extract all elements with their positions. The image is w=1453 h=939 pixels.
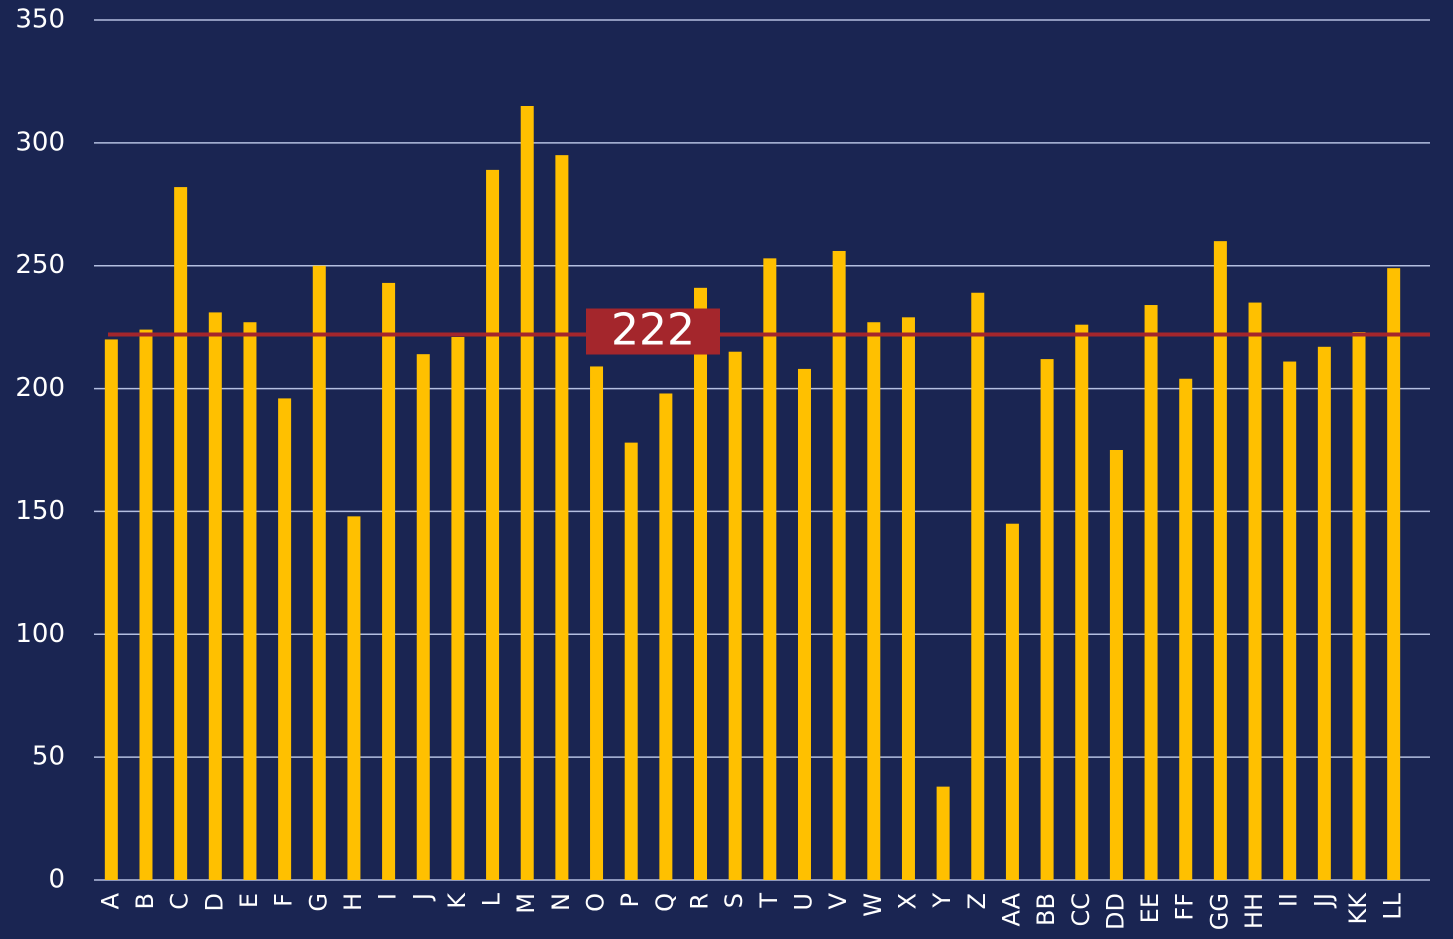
x-tick-label: A xyxy=(96,892,124,909)
y-tick-label: 300 xyxy=(15,127,65,157)
x-tick-label: HH xyxy=(1240,893,1268,929)
bar xyxy=(1213,241,1227,881)
x-tick-label: KK xyxy=(1344,892,1372,925)
x-tick-label: F xyxy=(270,893,298,907)
y-tick-label: 350 xyxy=(15,5,65,35)
bar xyxy=(312,265,326,880)
bar xyxy=(901,317,915,880)
x-tick-label: EE xyxy=(1136,893,1164,923)
bar xyxy=(416,354,430,881)
x-tick-label: CC xyxy=(1067,893,1095,927)
bar xyxy=(451,336,465,880)
y-tick-label: 250 xyxy=(15,250,65,280)
bar xyxy=(278,398,292,880)
x-tick-label: Y xyxy=(928,893,956,909)
bar xyxy=(555,155,569,881)
bar xyxy=(486,169,500,880)
bar xyxy=(139,329,153,881)
bar xyxy=(382,282,396,880)
bar xyxy=(1144,305,1158,880)
bar xyxy=(174,187,188,881)
bar xyxy=(971,292,985,880)
x-tick-label: FF xyxy=(1171,893,1199,921)
x-tick-label: Z xyxy=(963,893,991,909)
x-tick-label: N xyxy=(547,893,575,911)
reference-label: 222 xyxy=(611,305,695,356)
x-tick-label: X xyxy=(893,893,921,909)
x-tick-label: B xyxy=(131,893,159,909)
x-tick-label: O xyxy=(582,893,610,912)
y-tick-label: 0 xyxy=(48,865,65,895)
x-tick-label: D xyxy=(200,893,228,911)
x-tick-label: T xyxy=(755,893,783,909)
reference-label-box xyxy=(586,308,720,355)
bar xyxy=(104,339,118,880)
x-tick-label: H xyxy=(339,893,367,911)
bar xyxy=(797,368,811,880)
x-tick-label: LL xyxy=(1379,892,1407,919)
bar xyxy=(208,312,222,880)
x-tick-label: R xyxy=(686,893,714,910)
bar xyxy=(624,442,638,880)
bar xyxy=(1075,324,1089,881)
x-tick-label: GG xyxy=(1205,893,1233,930)
bar xyxy=(243,322,257,880)
bar xyxy=(763,258,777,880)
x-tick-label: G xyxy=(304,893,332,912)
x-tick-label: JJ xyxy=(1309,893,1337,909)
bar xyxy=(1040,359,1054,881)
bar xyxy=(1005,523,1019,880)
y-tick-label: 100 xyxy=(15,619,65,649)
bar xyxy=(728,351,742,880)
bar xyxy=(867,322,881,880)
x-tick-label: J xyxy=(408,893,436,902)
y-tick-label: 50 xyxy=(32,742,65,772)
y-tick-label: 150 xyxy=(15,496,65,526)
x-tick-label: U xyxy=(789,893,817,911)
x-tick-label: S xyxy=(720,893,748,908)
bar xyxy=(832,250,846,880)
x-tick-label: L xyxy=(478,892,506,906)
x-tick-label: V xyxy=(824,892,852,909)
x-tick-label: DD xyxy=(1101,893,1129,930)
x-tick-label: W xyxy=(859,893,887,917)
bar xyxy=(1179,378,1193,880)
bar xyxy=(1387,268,1401,881)
bar xyxy=(1283,361,1297,880)
x-tick-label: P xyxy=(616,893,644,907)
x-tick-label: BB xyxy=(1032,893,1060,926)
bar xyxy=(520,106,534,880)
bar xyxy=(1317,346,1331,880)
x-tick-label: K xyxy=(443,892,471,909)
x-tick-label: I xyxy=(374,893,402,900)
bar xyxy=(936,786,950,880)
bar xyxy=(694,287,708,880)
x-tick-label: M xyxy=(512,893,540,914)
y-tick-label: 200 xyxy=(15,373,65,403)
bar xyxy=(1352,332,1366,880)
bar xyxy=(1109,450,1123,880)
x-tick-label: C xyxy=(166,893,194,910)
bar xyxy=(659,393,673,880)
bar xyxy=(347,516,361,880)
x-tick-label: AA xyxy=(997,892,1025,926)
x-tick-label: Q xyxy=(651,893,679,912)
x-tick-label: II xyxy=(1275,893,1303,907)
x-tick-label: E xyxy=(235,893,263,908)
bar xyxy=(1248,302,1262,881)
bar xyxy=(590,366,604,880)
